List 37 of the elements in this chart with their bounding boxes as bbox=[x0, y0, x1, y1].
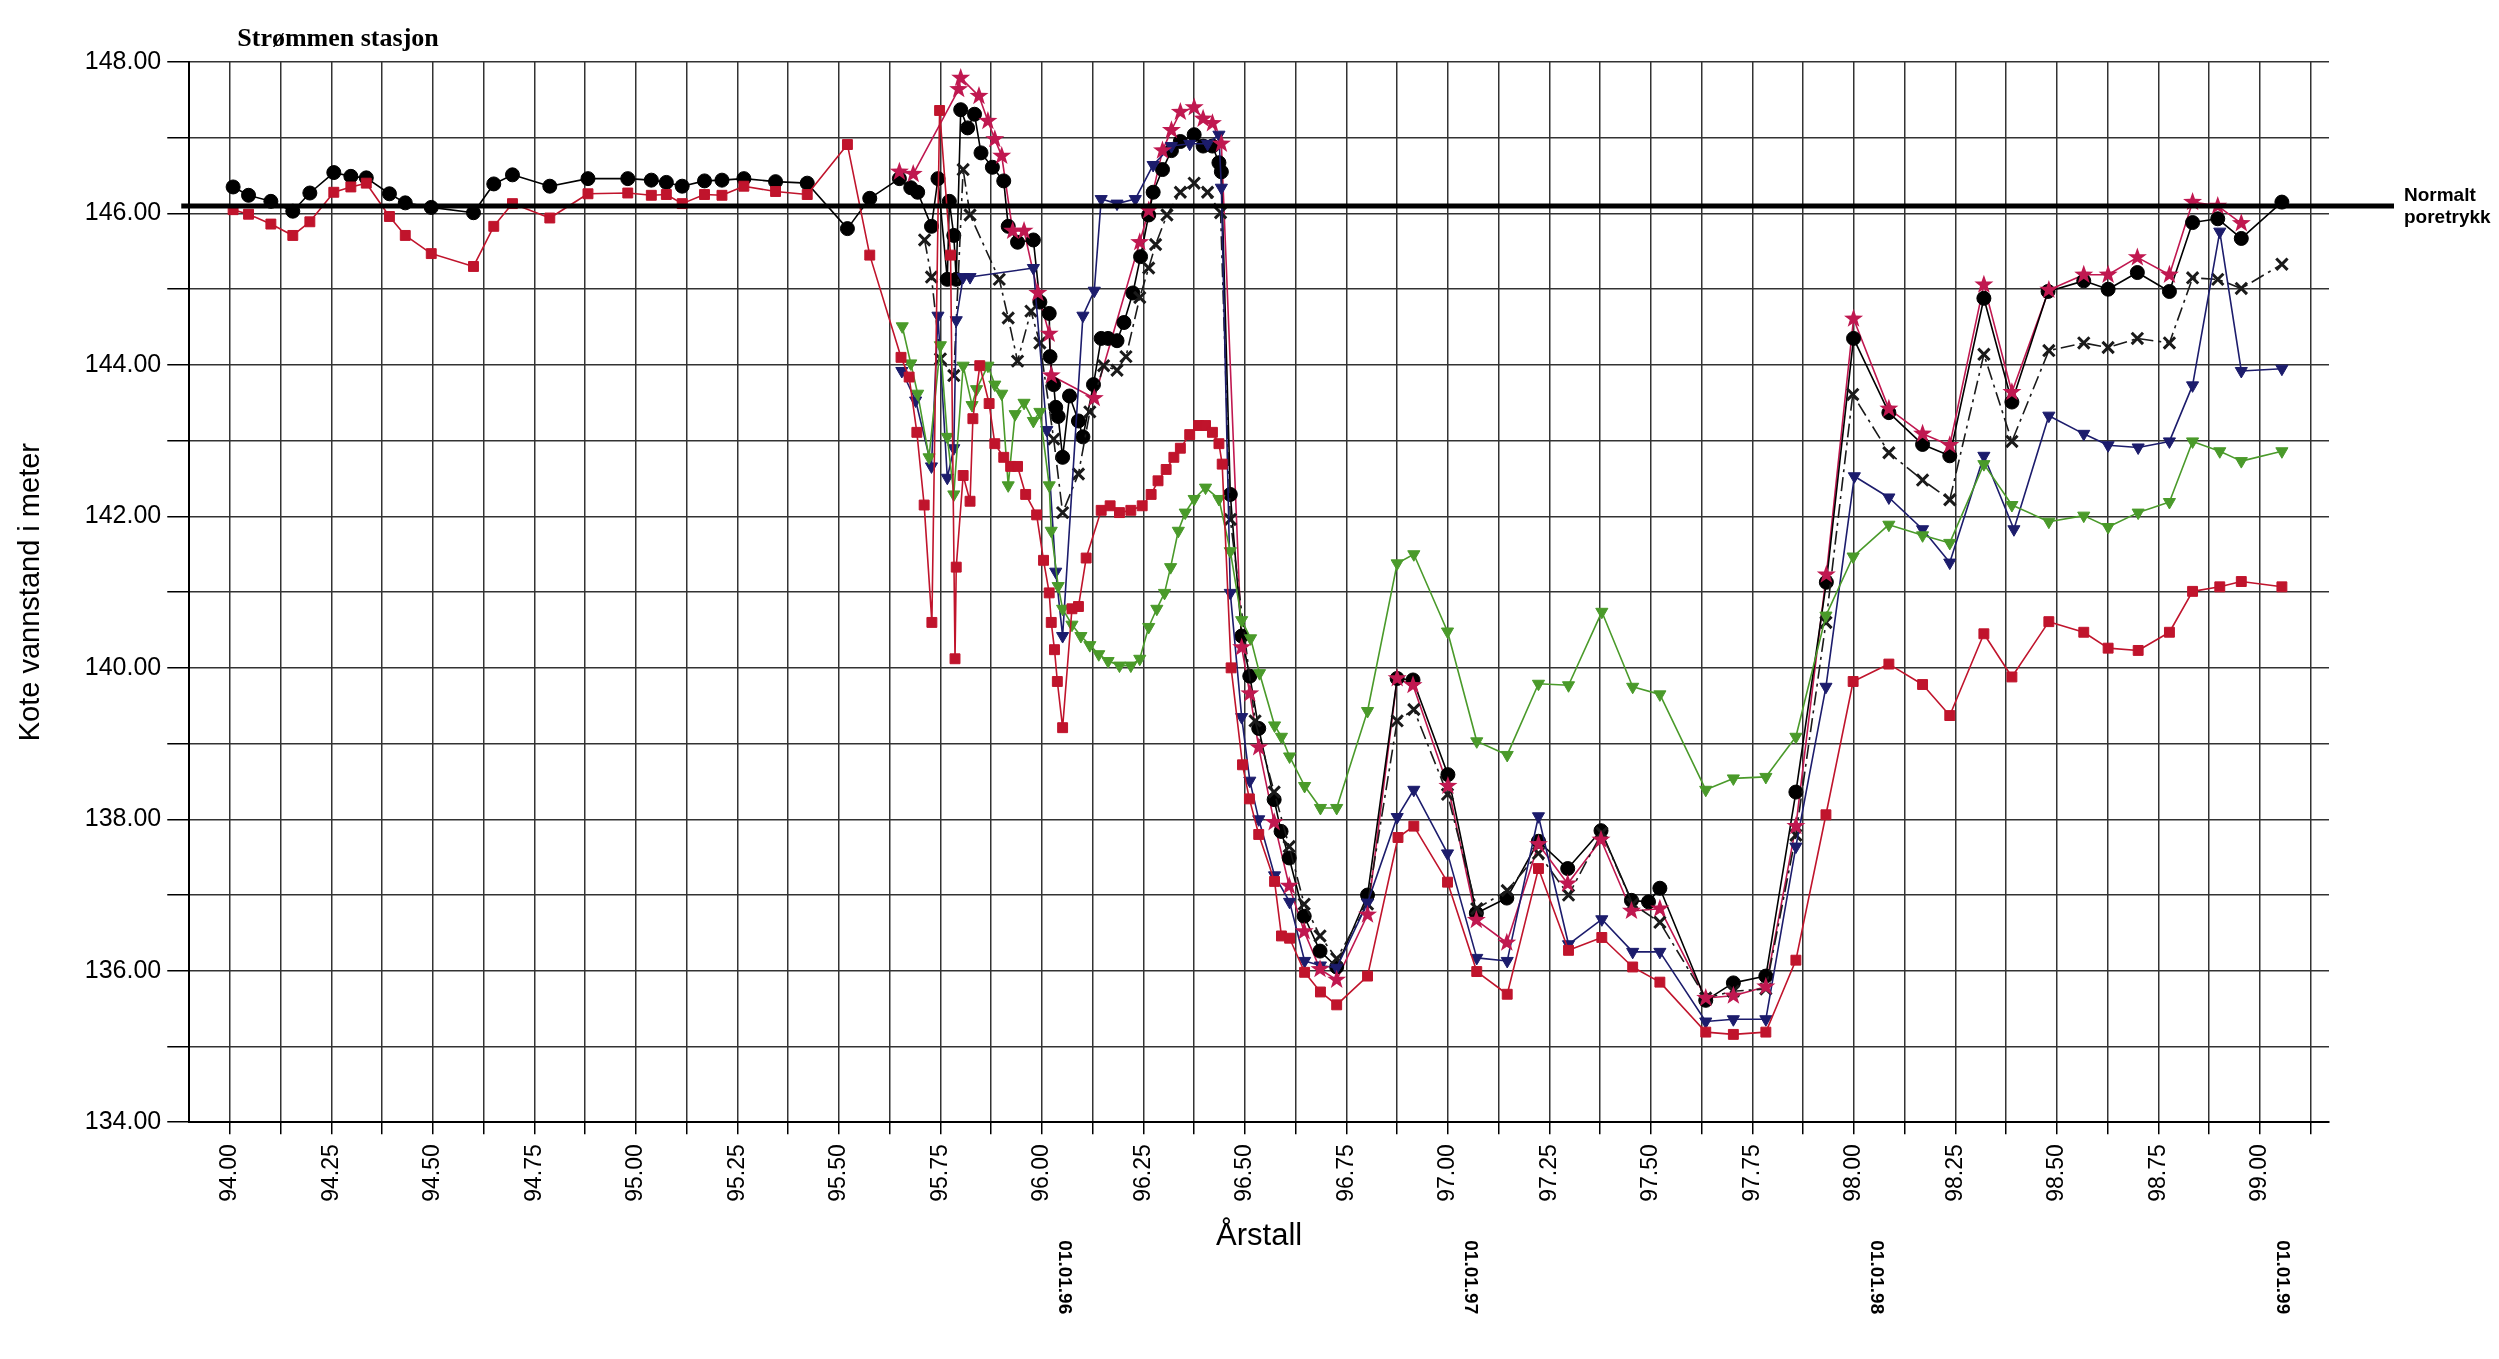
y-tick-label: 136.00 bbox=[84, 954, 162, 983]
x-tick-label: 95.50 bbox=[824, 1144, 851, 1202]
x-tick-label: 98.25 bbox=[1940, 1144, 1967, 1202]
ref-line-label: Normalt poretrykk bbox=[2404, 183, 2492, 227]
x-tick-label: 94.25 bbox=[316, 1144, 343, 1202]
x-tick-label: 97.25 bbox=[1534, 1144, 1561, 1202]
x-tick-label: 97.00 bbox=[1433, 1144, 1460, 1202]
x-tick-label: 98.50 bbox=[2042, 1144, 2069, 1202]
x-tick-label: 95.25 bbox=[722, 1144, 749, 1202]
x-tick-label: 96.75 bbox=[1331, 1144, 1358, 1202]
text: 01.01.97 bbox=[1460, 1240, 1482, 1315]
x-tick-label: 96.25 bbox=[1128, 1144, 1155, 1202]
y-axis-title: Kote vannstand i meter bbox=[13, 442, 46, 742]
y-tick-label: 144.00 bbox=[84, 348, 162, 377]
text: 01.01.98 bbox=[1866, 1240, 1888, 1315]
x-tick-label: 95.00 bbox=[621, 1144, 648, 1202]
x-tick-label: 94.00 bbox=[215, 1144, 242, 1202]
x-tick-label: 94.75 bbox=[519, 1144, 546, 1202]
y-tick-label: 138.00 bbox=[84, 803, 162, 832]
x-tick-label: 98.75 bbox=[2143, 1144, 2170, 1202]
x-tick-label: 96.00 bbox=[1027, 1144, 1054, 1202]
x-tick-label: 97.50 bbox=[1636, 1144, 1663, 1202]
y-tick-label: 140.00 bbox=[84, 651, 162, 680]
x-tick-label: 99.00 bbox=[2245, 1144, 2272, 1202]
text: 01.01.96 bbox=[1054, 1240, 1076, 1315]
y-tick-label: 134.00 bbox=[84, 1106, 162, 1135]
y-tick-label: 142.00 bbox=[84, 500, 162, 529]
y-tick-label: 148.00 bbox=[84, 45, 162, 74]
chart-title: Strømmen stasjon bbox=[237, 22, 440, 52]
x-tick-label: 98.00 bbox=[1839, 1144, 1866, 1202]
text: 01.01.99 bbox=[2272, 1240, 2294, 1315]
y-tick-label: 146.00 bbox=[84, 197, 162, 226]
x-tick-label: 94.50 bbox=[418, 1144, 445, 1202]
x-tick-label: 97.75 bbox=[1737, 1144, 1764, 1202]
x-tick-label: 96.50 bbox=[1230, 1144, 1257, 1202]
x-axis-title: Årstall bbox=[1216, 1216, 1303, 1252]
x-tick-label: 95.75 bbox=[925, 1144, 952, 1202]
